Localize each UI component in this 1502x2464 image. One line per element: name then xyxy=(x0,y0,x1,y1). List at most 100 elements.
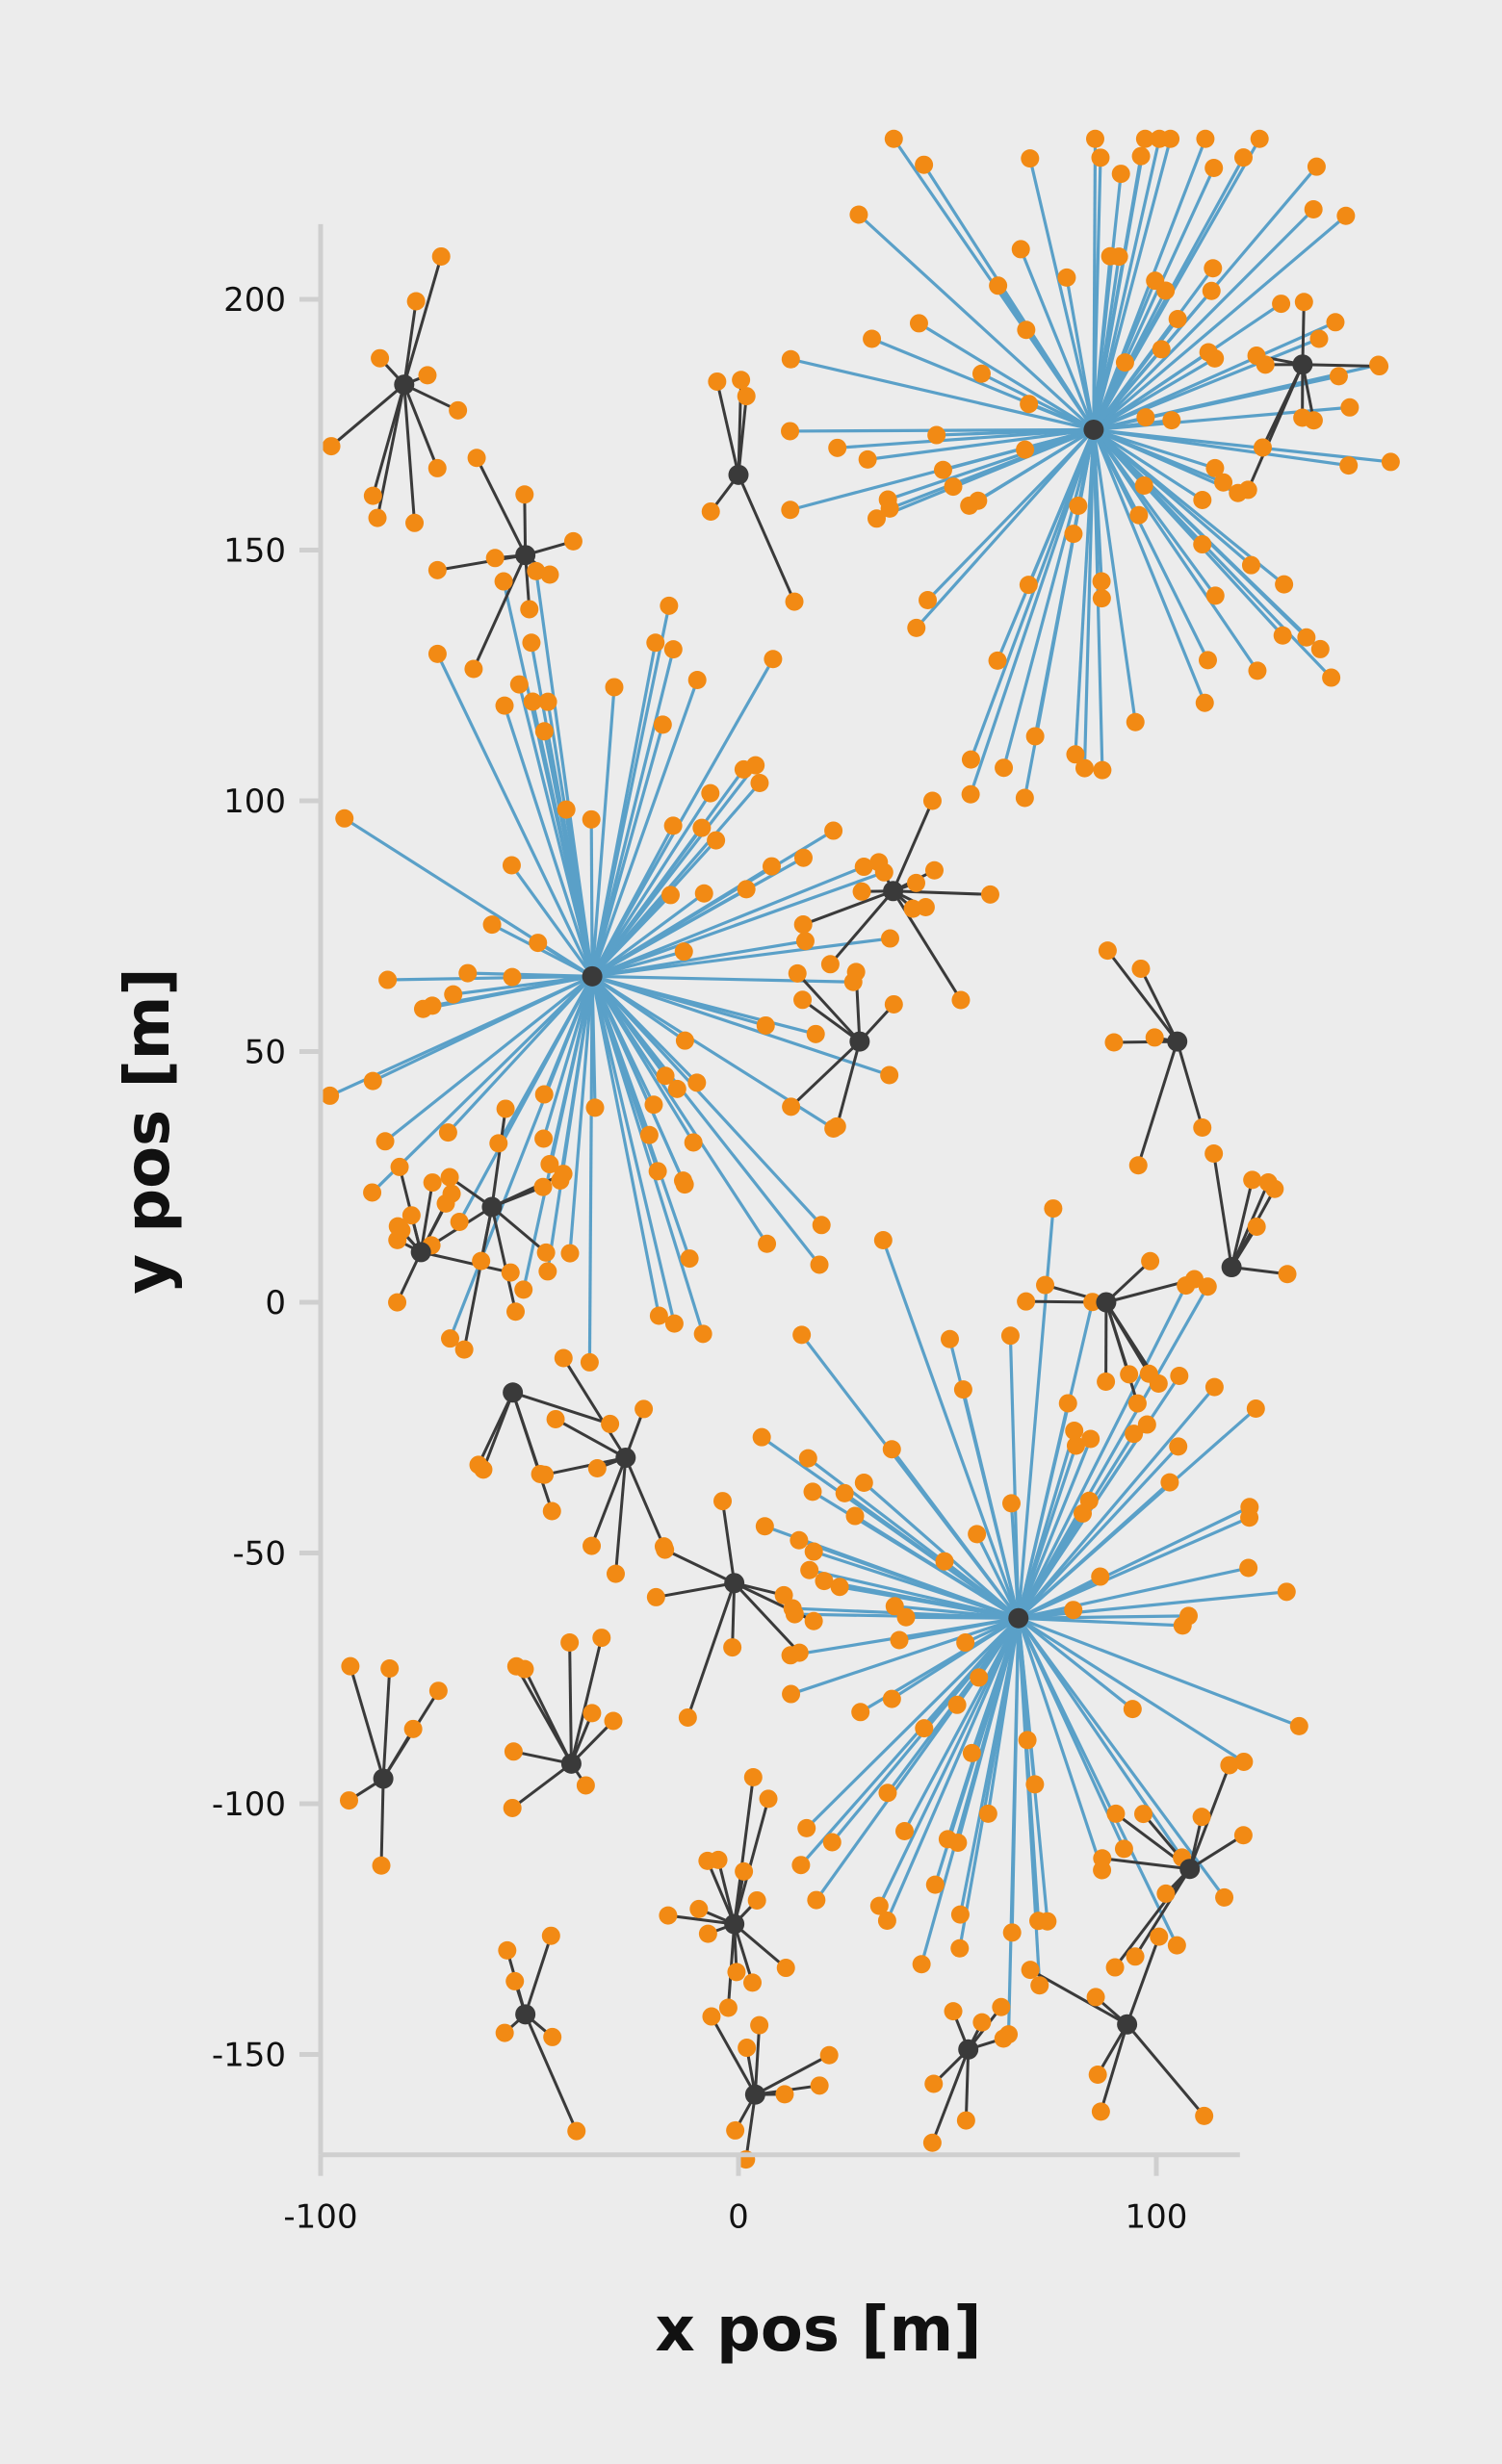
leaf-node xyxy=(707,831,726,850)
leaf-node xyxy=(527,561,546,580)
hub-node xyxy=(560,1753,582,1774)
leaf-node xyxy=(543,2027,562,2046)
major-link xyxy=(968,428,1095,507)
major-link xyxy=(894,1604,1019,1620)
leaf-node xyxy=(554,1165,573,1184)
leaf-node xyxy=(646,633,665,653)
leaf-node xyxy=(1160,1473,1179,1492)
leaf-node xyxy=(915,155,934,174)
leaf-node xyxy=(961,750,980,769)
minor-link xyxy=(802,889,894,926)
leaf-node xyxy=(495,696,514,715)
leaf-node xyxy=(1233,1826,1253,1845)
major-link xyxy=(568,976,594,1254)
minor-link xyxy=(1212,1153,1233,1268)
leaf-node xyxy=(648,1162,667,1181)
leaf-node xyxy=(989,276,1008,295)
hub-node xyxy=(1167,1031,1188,1052)
major-link xyxy=(591,870,885,978)
leaf-node xyxy=(582,809,601,829)
leaf-node xyxy=(503,1798,522,1817)
leaf-node xyxy=(698,1924,717,1943)
leaf-node xyxy=(828,438,847,457)
leaf-node xyxy=(1195,693,1214,712)
leaf-node xyxy=(1198,651,1217,670)
leaf-node xyxy=(854,858,873,877)
leaf-node xyxy=(1215,1887,1234,1907)
leaf-node xyxy=(790,1530,809,1550)
leaf-node xyxy=(1002,1923,1022,1942)
leaf-node xyxy=(1030,1976,1049,1995)
leaf-node xyxy=(782,1097,801,1116)
major-link xyxy=(590,792,712,978)
major-link xyxy=(564,808,594,977)
leaf-node xyxy=(793,848,813,867)
minor-link xyxy=(1176,1040,1204,1128)
major-link xyxy=(590,976,660,1317)
leaf-node xyxy=(953,1380,972,1399)
minor-link xyxy=(569,1637,604,1764)
leaf-node xyxy=(495,2023,514,2042)
major-link xyxy=(1093,427,1225,484)
leaf-node xyxy=(440,1168,459,1187)
leaf-node xyxy=(441,1329,460,1348)
leaf-node xyxy=(663,640,683,659)
leaf-node xyxy=(540,565,559,584)
leaf-node xyxy=(950,1938,970,1958)
leaf-node xyxy=(634,1399,654,1419)
y-tick-label: -150 xyxy=(212,2037,286,2075)
leaf-node xyxy=(684,1133,703,1152)
x-tick-label: -100 xyxy=(283,2198,357,2237)
leaf-node xyxy=(916,898,935,917)
leaf-node xyxy=(1149,1373,1168,1393)
leaf-node xyxy=(1220,1756,1239,1775)
leaf-node xyxy=(1309,329,1329,348)
minor-link xyxy=(379,1778,385,1866)
leaf-node xyxy=(1066,745,1085,764)
major-link xyxy=(457,975,594,1223)
leaf-node xyxy=(737,387,756,406)
leaf-node xyxy=(880,1065,899,1085)
leaf-node xyxy=(1001,1494,1021,1513)
leaf-node xyxy=(405,513,425,532)
leaf-node xyxy=(1036,1275,1055,1295)
y-tick-label: 200 xyxy=(223,281,286,320)
major-link xyxy=(798,1538,1020,1620)
leaf-node xyxy=(815,1572,834,1591)
leaf-node xyxy=(785,592,804,611)
leaf-node xyxy=(427,644,447,663)
leaf-node xyxy=(1137,1415,1156,1434)
hub-node xyxy=(724,1913,745,1935)
leaf-node xyxy=(1092,572,1111,591)
minor-link xyxy=(330,383,405,448)
leaf-node xyxy=(1019,576,1038,595)
major-link xyxy=(536,941,593,978)
leaf-node xyxy=(505,1971,525,1990)
node-layer xyxy=(321,129,1400,2169)
major-link xyxy=(1017,1445,1179,1620)
leaf-node xyxy=(978,1804,997,1823)
major-link xyxy=(1017,1616,1134,1710)
leaf-node xyxy=(1246,1399,1265,1419)
major-link xyxy=(591,975,686,1042)
leaf-node xyxy=(1058,1394,1077,1413)
minor-link xyxy=(1126,1936,1161,2025)
major-link xyxy=(1092,318,1179,431)
leaf-node xyxy=(1196,129,1215,148)
leaf-node xyxy=(694,884,713,903)
leaf-node xyxy=(371,348,390,368)
major-link xyxy=(1092,428,1253,567)
minor-link xyxy=(706,1860,737,1925)
leaf-node xyxy=(781,500,800,520)
leaf-node xyxy=(1240,1498,1259,1517)
hub-node xyxy=(1117,2014,1138,2035)
leaf-node xyxy=(1205,348,1225,368)
leaf-node xyxy=(912,1955,931,1974)
major-link xyxy=(510,864,594,978)
leaf-node xyxy=(994,2029,1013,2048)
leaf-node xyxy=(907,873,926,892)
leaf-node xyxy=(1086,1988,1105,2007)
leaf-node xyxy=(896,1607,916,1627)
leaf-node xyxy=(980,885,999,904)
y-tick-label: -50 xyxy=(232,1535,286,1574)
